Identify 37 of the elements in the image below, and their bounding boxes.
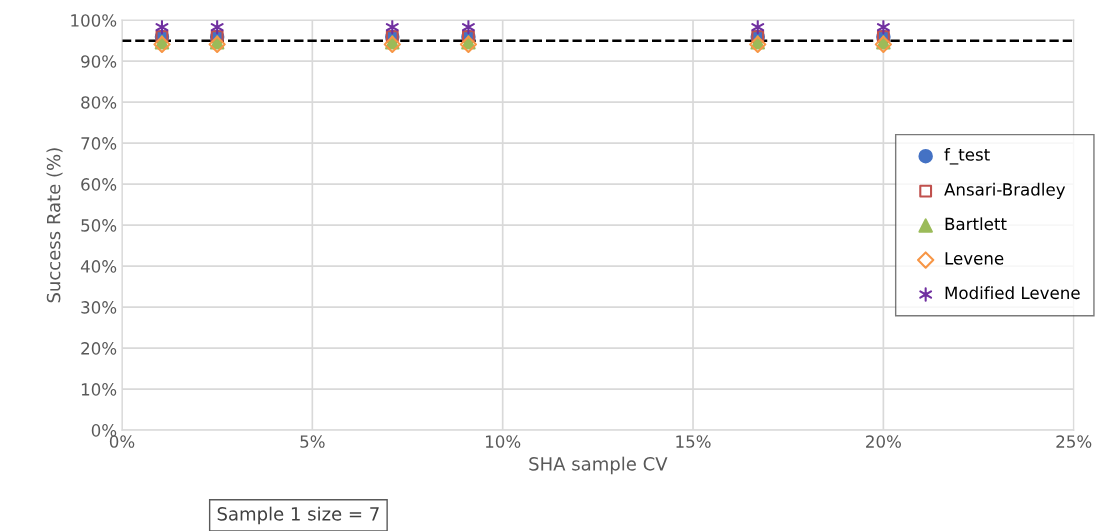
x-tick-label: 5% <box>300 435 325 448</box>
point <box>208 35 226 54</box>
x-axis-title: SHA sample CV <box>529 456 668 475</box>
point <box>155 20 169 35</box>
legend-label: Ansari-Bradley <box>944 182 1066 199</box>
y-tick-label: 10% <box>81 383 117 396</box>
legend-label: Modified Levene <box>945 286 1080 300</box>
point <box>751 20 765 35</box>
legend-label: f_test <box>944 147 990 165</box>
point <box>749 35 767 54</box>
y-tick-label: 100% <box>71 14 117 27</box>
y-tick-label: 80% <box>81 96 117 109</box>
x-tick-label: 20% <box>866 435 901 448</box>
y-tick-label: 30% <box>81 301 117 314</box>
x-tick-label: 25% <box>1056 435 1092 448</box>
point <box>874 35 893 54</box>
y-tick-label: 60% <box>81 178 117 191</box>
point <box>383 35 401 54</box>
y-tick-label: 70% <box>81 137 117 150</box>
point <box>210 20 224 35</box>
x-tick-label: 10% <box>485 435 521 448</box>
point <box>462 20 475 35</box>
point <box>153 35 171 54</box>
point <box>876 20 890 35</box>
y-tick-label: 50% <box>81 219 117 232</box>
y-tick-label: 0% <box>91 424 117 437</box>
y-tick-label: 40% <box>80 260 117 273</box>
point <box>385 20 399 35</box>
legend-label: Bartlett <box>945 217 1007 231</box>
legend-label: Levene <box>945 252 1004 265</box>
y-tick-label: 20% <box>81 342 117 355</box>
y-axis-title: Success Rate (%) <box>46 148 63 303</box>
y-tick-label: 90% <box>81 55 117 68</box>
text: Sample 1 size = 7 <box>217 506 379 525</box>
x-tick-label: 15% <box>676 435 711 448</box>
x-tick-label: 0% <box>109 435 135 448</box>
point <box>459 35 478 54</box>
